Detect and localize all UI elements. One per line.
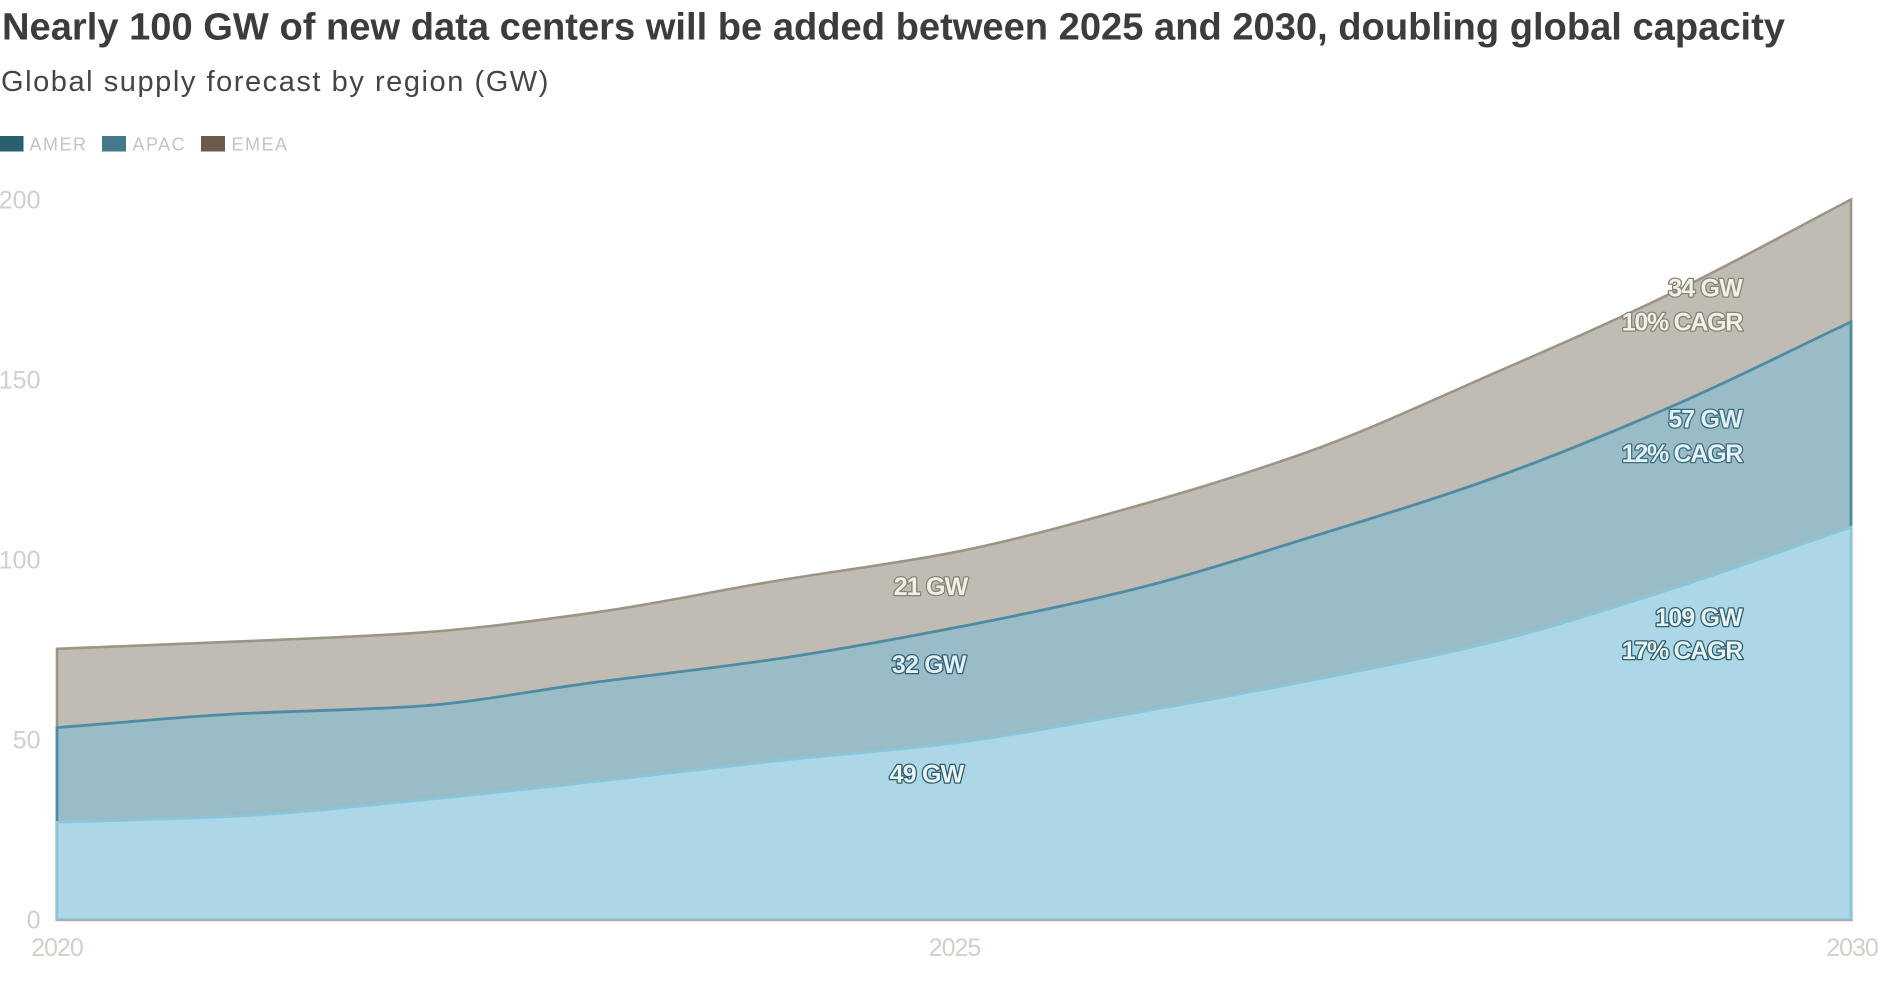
svg-text:Global supply forecast by regi: Global supply forecast by region (GW) (1, 66, 550, 98)
svg-text:34 GW: 34 GW (1668, 275, 1743, 303)
svg-text:APAC: APAC (133, 135, 187, 155)
svg-text:2020: 2020 (31, 934, 83, 962)
svg-text:21 GW: 21 GW (894, 573, 969, 601)
svg-text:17% CAGR: 17% CAGR (1622, 637, 1743, 665)
svg-text:32 GW: 32 GW (892, 651, 967, 679)
svg-text:57 GW: 57 GW (1668, 405, 1743, 433)
svg-text:49 GW: 49 GW (890, 761, 965, 789)
svg-text:200: 200 (0, 186, 41, 214)
svg-text:AMER: AMER (30, 135, 88, 155)
svg-text:109 GW: 109 GW (1655, 604, 1743, 632)
svg-text:2030: 2030 (1826, 934, 1878, 962)
svg-text:2025: 2025 (929, 934, 981, 962)
svg-text:12% CAGR: 12% CAGR (1622, 440, 1743, 468)
svg-text:0: 0 (27, 907, 41, 935)
svg-text:100: 100 (0, 547, 41, 575)
svg-text:EMEA: EMEA (232, 135, 289, 155)
svg-text:Nearly 100 GW of new data cent: Nearly 100 GW of new data centers will b… (2, 7, 1785, 49)
svg-text:150: 150 (0, 366, 41, 394)
svg-text:10% CAGR: 10% CAGR (1622, 309, 1743, 337)
svg-text:50: 50 (13, 727, 41, 755)
